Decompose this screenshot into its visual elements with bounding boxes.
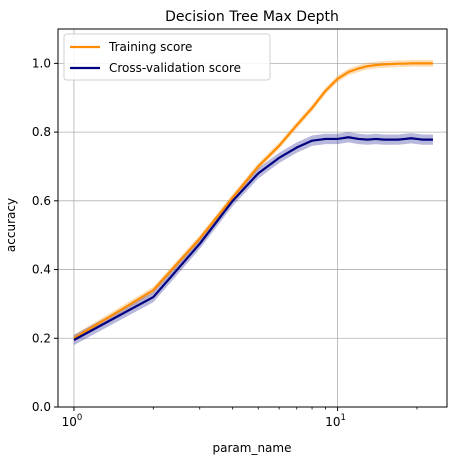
x-tick-label: 101 — [325, 413, 346, 429]
score-line-1 — [73, 136, 433, 341]
y-axis-label: accuracy — [4, 198, 18, 252]
chart-title: Decision Tree Max Depth — [165, 9, 339, 25]
x-tick-exponent: 1 — [341, 413, 346, 423]
legend: Training score Cross-validation score — [63, 33, 271, 81]
x-axis-label: param_name — [213, 441, 292, 455]
x-axis-ticks: 100 101 — [62, 407, 418, 429]
y-tick-label: 1.0 — [32, 56, 51, 70]
x-tick-label: 100 — [62, 413, 83, 429]
y-tick-label: 0.6 — [32, 194, 51, 208]
x-tick-exponent: 0 — [77, 413, 82, 423]
y-axis-ticks: 0.0 0.2 0.4 0.6 0.8 1.0 — [32, 56, 58, 414]
x-tick-base: 10 — [62, 415, 77, 429]
y-tick-label: 0.2 — [32, 331, 51, 345]
score-line-0 — [73, 62, 433, 340]
x-tick-base: 10 — [325, 415, 340, 429]
y-tick-label: 0.0 — [32, 400, 51, 414]
y-tick-label: 0.4 — [32, 263, 51, 277]
score-band-1 — [73, 132, 433, 346]
legend-box — [63, 33, 271, 81]
plot-frame — [57, 28, 448, 408]
score-lines — [73, 62, 433, 341]
legend-label-0: Training score — [108, 40, 192, 54]
y-tick-label: 0.8 — [32, 125, 51, 139]
score-bands — [73, 59, 433, 346]
score-band-0 — [73, 59, 433, 342]
legend-label-1: Cross-validation score — [109, 61, 241, 75]
